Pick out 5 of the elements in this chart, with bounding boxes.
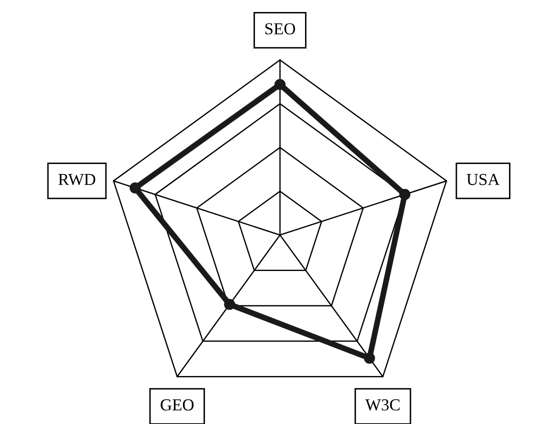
spoke-label: USA <box>466 174 500 186</box>
spoke-label: W3C <box>365 399 400 411</box>
spoke-label: SEO <box>265 23 296 34</box>
spoke-label: GEO <box>160 399 194 410</box>
spoke-label: RWD <box>58 174 96 186</box>
